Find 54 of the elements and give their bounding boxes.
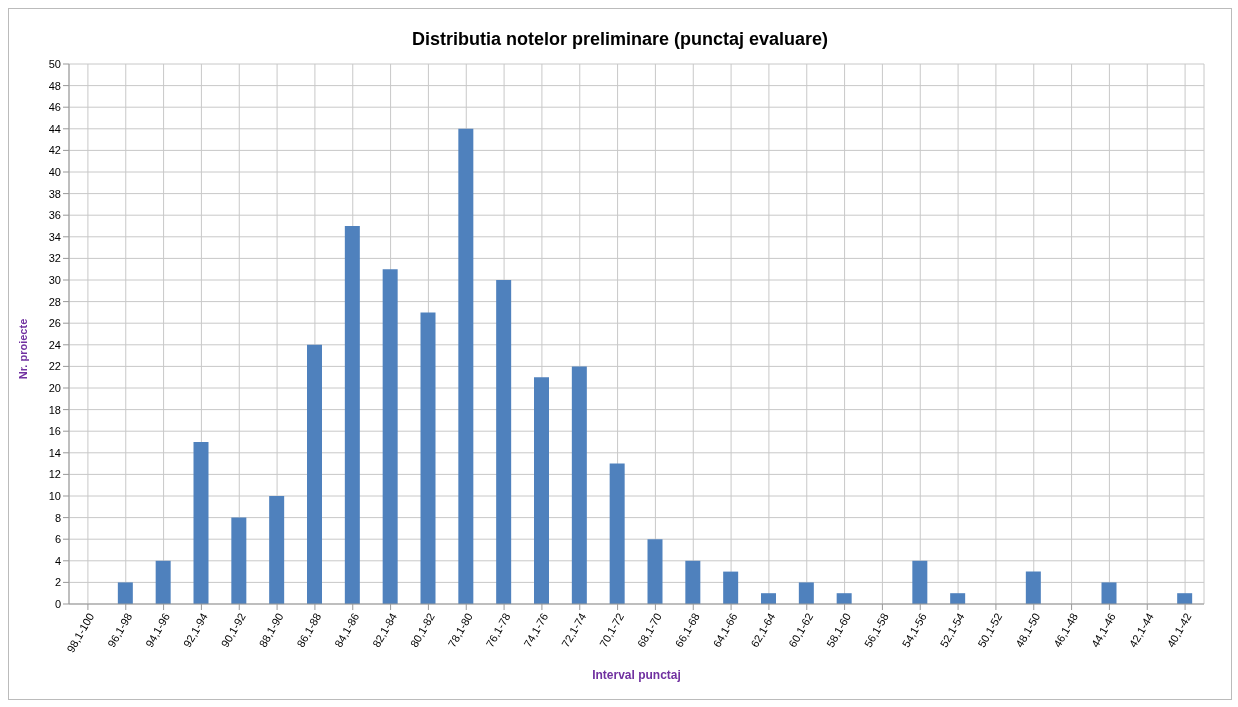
bar [269,496,285,604]
y-tick-label: 4 [54,554,61,567]
bar [647,539,663,604]
y-tick-label: 40 [48,165,61,178]
bar [1177,593,1193,604]
bar [231,517,247,604]
y-tick-label: 2 [54,576,61,589]
y-tick-label: 36 [48,209,61,222]
bar [1025,571,1041,604]
y-axis-title: Nr. proiecte [17,318,29,380]
y-tick-label: 8 [54,511,61,524]
bar [761,593,776,604]
y-tick-label: 12 [48,468,61,481]
y-tick-label: 28 [48,295,61,308]
y-tick-label: 26 [48,317,61,330]
y-tick-label: 34 [48,230,61,243]
bar [912,560,928,604]
bar [344,226,360,604]
bar [836,593,852,604]
y-tick-label: 32 [48,252,61,265]
bar [685,560,701,604]
y-tick-label: 46 [48,101,61,114]
bar [496,280,512,604]
bar [117,582,133,604]
y-tick-label: 24 [48,338,61,351]
bar [155,560,171,604]
bar [420,312,436,604]
y-tick-label: 20 [48,381,61,394]
y-tick-label: 10 [48,489,61,502]
chart-title: Distributia notelor preliminare (punctaj evaluare) [410,28,830,51]
y-tick-label: 30 [48,273,61,286]
bar [723,571,739,604]
bar [382,269,398,604]
bar [534,377,549,604]
bar [950,593,966,604]
y-tick-label: 16 [48,425,61,438]
bar [798,582,814,604]
y-tick-label: 48 [48,79,61,92]
x-axis-title: Interval punctaj [592,668,681,682]
bar [609,463,625,604]
y-tick-label: 38 [48,187,61,200]
y-tick-label: 18 [48,403,61,416]
bar [307,344,322,604]
y-tick-label: 0 [54,597,61,610]
y-tick-label: 14 [48,446,61,459]
y-tick-label: 6 [54,533,61,546]
bar [571,366,587,604]
y-tick-label: 22 [48,360,61,373]
y-tick-label: 44 [48,122,61,135]
bar [193,442,209,604]
y-tick-label: 50 [48,57,61,70]
bar [1101,582,1117,604]
y-tick-label: 42 [48,144,61,157]
bar [458,128,474,604]
